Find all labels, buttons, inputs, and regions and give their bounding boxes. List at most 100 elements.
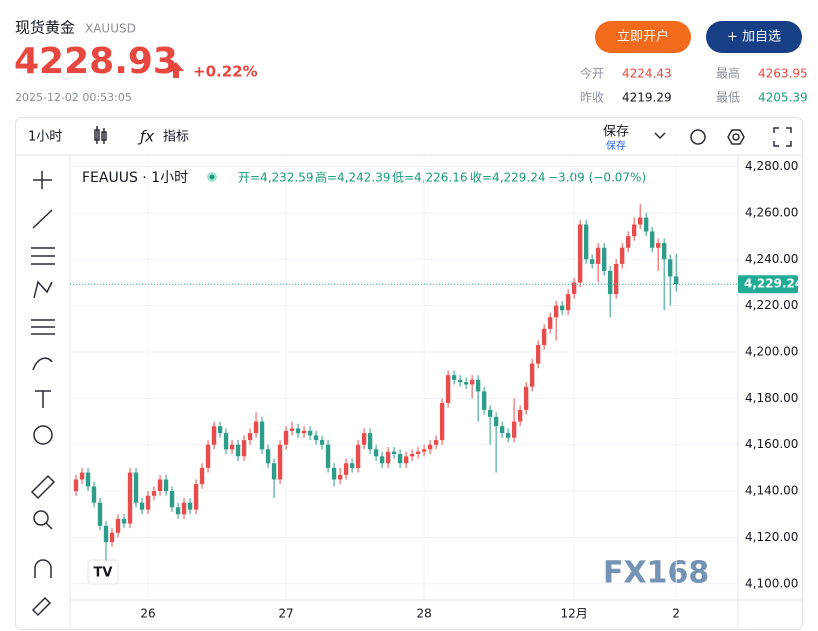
status-dot-core — [209, 174, 215, 180]
drawing-tools[interactable] — [30, 171, 56, 617]
y-tick-label: 4,260.00 — [745, 205, 798, 219]
legend-high: 高=4,242.39 — [315, 170, 391, 185]
y-tick-label: 4,160.00 — [745, 437, 798, 451]
candle-body — [493, 416, 499, 427]
x-tick-label: 27 — [278, 607, 293, 621]
y-tick-label: 4,180.00 — [745, 391, 798, 405]
candle-body — [157, 479, 163, 492]
symbol: XAUUSD — [85, 22, 136, 36]
candle-body — [193, 484, 199, 510]
indicators[interactable]: 指标 — [163, 130, 189, 145]
candle-body — [295, 428, 301, 434]
candle-body — [127, 472, 133, 524]
candle-icon[interactable] — [94, 126, 107, 144]
y-tick-label: 4,220.00 — [745, 298, 798, 312]
candle-body — [343, 463, 349, 475]
candle-body — [433, 440, 439, 445]
price-label-box — [738, 275, 798, 294]
stat-label: 昨收 — [580, 91, 604, 105]
candle-body — [217, 426, 223, 434]
candle-body — [133, 472, 139, 503]
change: +0.22% — [193, 63, 258, 81]
stat-label: 最高 — [716, 66, 740, 81]
candle-body — [571, 282, 577, 295]
candle-body — [517, 409, 523, 422]
candle-body — [439, 402, 445, 441]
candle-body — [271, 463, 277, 480]
candle-body — [643, 217, 649, 232]
candle-body — [469, 379, 475, 385]
fx-icon[interactable]: ƒx — [137, 128, 154, 146]
toolbar-icons[interactable] — [690, 127, 792, 147]
candle-body — [277, 444, 283, 480]
x-tick-label: 12月 — [561, 607, 588, 621]
candle-body — [229, 444, 235, 450]
time: 2025-12-02 00:53:05 — [15, 91, 132, 104]
candle-body — [349, 463, 355, 468]
candle-body — [331, 467, 337, 480]
candle-body — [325, 444, 331, 468]
interval[interactable]: 1小时 — [28, 130, 62, 145]
legend-close: 收=4,229.24 — [470, 171, 546, 185]
candle-body — [505, 433, 511, 438]
save[interactable]: 保存 — [603, 125, 629, 140]
candle-body — [103, 525, 109, 543]
candle-body — [607, 270, 613, 295]
candle-body — [583, 224, 589, 260]
price-label: 4,229.24 — [744, 277, 803, 291]
candle-body — [361, 433, 367, 445]
add-watch-button[interactable] — [706, 21, 802, 53]
stat-value: 4224.43 — [622, 67, 672, 81]
candle-body — [553, 305, 559, 318]
title: 现货黄金 — [15, 19, 75, 37]
x-tick-label: 28 — [416, 607, 431, 621]
candle-body — [457, 379, 463, 383]
candle-body — [463, 382, 469, 385]
y-tick-label: 4,240.00 — [745, 252, 798, 266]
candle-body — [205, 444, 211, 468]
candle-body — [91, 486, 97, 503]
candle-body — [313, 435, 319, 441]
dropdown-icon[interactable] — [654, 132, 666, 140]
candle-body — [655, 243, 661, 248]
candle-body — [403, 456, 409, 464]
candle-body — [223, 433, 229, 450]
candle-body — [199, 467, 205, 485]
candle-body — [535, 345, 541, 364]
candle-body — [121, 518, 127, 524]
candle-body — [487, 409, 493, 417]
candle-body — [661, 243, 667, 260]
candle-body — [589, 259, 595, 264]
candle-body — [451, 375, 457, 380]
legend-low: 低=4,226.16 — [392, 171, 468, 185]
candle-body — [85, 472, 91, 487]
candle-body — [265, 449, 271, 464]
save-sub[interactable]: 保存 — [606, 139, 626, 152]
candle-body — [289, 428, 295, 431]
x-tick-label: 26 — [140, 607, 155, 621]
watermark: FX168 — [603, 556, 709, 591]
legend-open: 开=4,232.59 — [238, 171, 314, 185]
candle-body — [577, 224, 583, 283]
candle-body — [355, 444, 361, 468]
candle-body — [511, 421, 517, 438]
candle-body — [385, 451, 391, 464]
y-tick-label: 4,120.00 — [745, 530, 798, 544]
candle-body — [391, 451, 397, 454]
y-tick-label: 4,140.00 — [745, 484, 798, 498]
candle-body — [373, 449, 379, 457]
legend-symbol: FEAUUS · 1小时 — [82, 170, 188, 186]
stat-value: 4263.95 — [758, 67, 808, 81]
open-account-button[interactable] — [595, 21, 691, 53]
add-watch-label[interactable]: + 加自选 — [727, 30, 781, 45]
candle-body — [175, 507, 181, 515]
candle-body — [259, 421, 265, 450]
open-account-label[interactable]: 立即开户 — [617, 29, 669, 45]
candle-body — [283, 430, 289, 445]
candle-body — [475, 379, 481, 392]
candle-body — [253, 421, 259, 434]
candle-body — [649, 231, 655, 248]
candle-body — [601, 247, 607, 271]
candle-body — [529, 363, 535, 387]
